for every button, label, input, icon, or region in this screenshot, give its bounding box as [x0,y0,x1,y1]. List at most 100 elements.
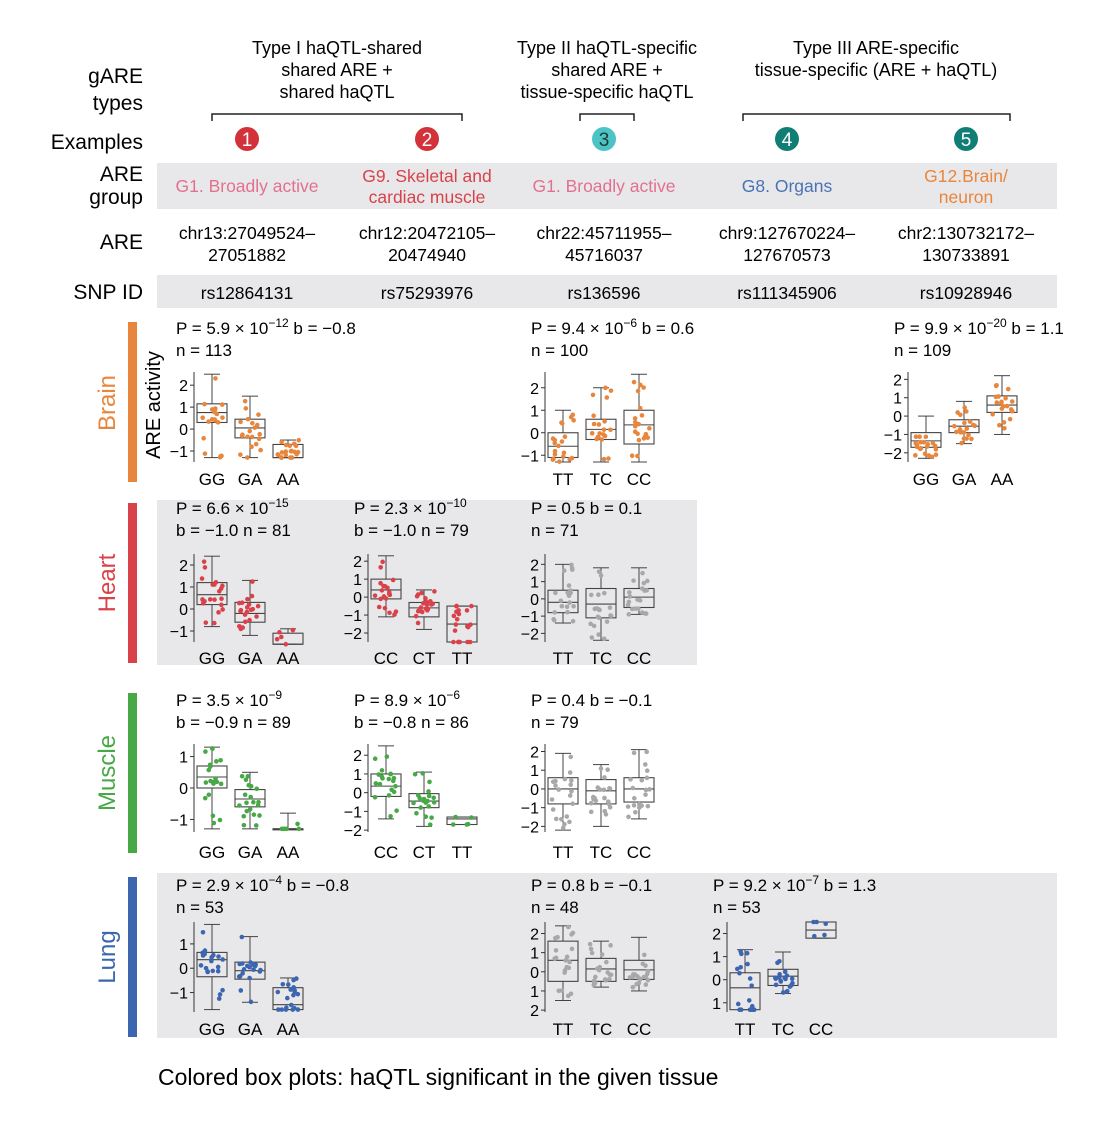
data-point [589,635,595,640]
y-tick-label: 2 [353,554,362,571]
data-point [644,749,649,755]
data-point [569,565,575,571]
data-point [423,596,428,601]
data-point [587,941,593,947]
category-label: CC [627,470,652,489]
data-point [570,930,576,936]
box-cc: CC [623,936,655,1039]
data-point [220,957,226,962]
snp-id-label: SNP ID [73,281,143,304]
y-tick-label: 1 [893,391,902,408]
data-point [200,929,206,935]
category-label: AA [277,1020,300,1039]
tissue-label-brain: Brain [94,375,121,431]
data-point [393,783,398,789]
data-point [1004,403,1010,409]
category-label: CC [809,1020,834,1039]
data-point [608,388,614,393]
data-point [411,800,416,806]
y-tick-label: 0 [530,782,539,799]
type-group-3-line1: Type III ARE-specific [793,38,959,58]
data-point [247,428,253,434]
y-tick-label: 0 [893,409,902,426]
data-point [381,594,387,599]
data-point [464,624,470,629]
y-tick-label: 2 [893,372,902,389]
category-label: TC [590,843,613,862]
data-point [644,768,650,774]
data-point [391,789,397,795]
type-group-2: Type II haQTL-specific shared ARE + tiss… [517,38,697,121]
box-ga: GA [948,400,980,489]
data-point [239,773,245,779]
box-aa: AA [272,976,304,1039]
data-point [933,452,939,458]
data-point [252,425,258,430]
data-point [738,948,743,954]
data-point [566,924,571,930]
data-point [926,453,932,458]
data-point [561,450,567,456]
data-point [239,600,245,606]
box-aa: AA [272,437,304,489]
data-point [568,782,574,788]
data-point [596,434,601,440]
box-iqr [623,409,655,445]
data-point [255,603,261,609]
y-tick-label: 2 [712,927,721,944]
data-point [296,826,302,832]
data-point [593,974,598,980]
data-point [213,406,218,411]
data-point [775,960,780,966]
data-point [632,416,638,421]
data-point [962,420,967,426]
snp-id: rs12864131 [201,283,293,303]
data-point [423,800,429,805]
data-point [216,610,221,615]
data-point [251,967,256,972]
example-badge-number: 4 [782,130,793,151]
data-point [429,602,434,607]
data-point [932,443,938,449]
data-point [247,964,252,970]
data-point [597,431,602,436]
data-point [213,776,218,781]
box-iqr [446,816,478,826]
data-point [738,1007,744,1012]
data-point [200,600,206,606]
category-label: TC [772,1020,795,1039]
y-tick-label: −1 [521,448,539,465]
data-point [597,787,603,792]
data-point [214,759,219,764]
data-point [391,775,397,781]
data-point [627,590,632,595]
data-point [379,768,385,773]
data-point [557,459,562,464]
data-point [588,621,593,627]
y-tick-label: 1 [530,984,539,1001]
are-group-name: G1. Broadly active [176,176,319,196]
box-gg: GG [196,746,228,862]
data-point [203,749,208,754]
lung-row-shade [157,873,1057,1038]
tissue-label-lung: Lung [94,930,121,983]
data-point [464,822,470,827]
data-point [644,578,650,584]
data-point [431,795,436,801]
box-tc: TC [585,940,617,1039]
data-point [562,434,568,439]
data-point [205,969,210,974]
data-point [789,982,794,988]
category-label: CC [627,649,652,668]
data-point [291,441,297,447]
data-point [386,776,392,782]
data-point [567,457,573,462]
y-tick-label: 1 [179,750,188,767]
stat-text: P = 5.9 × 10−12 b = −0.8 [176,316,356,338]
data-point [560,825,566,831]
data-point [211,781,216,786]
y-tick-label: 0 [179,422,188,439]
data-point [553,590,558,596]
data-point [372,756,378,762]
